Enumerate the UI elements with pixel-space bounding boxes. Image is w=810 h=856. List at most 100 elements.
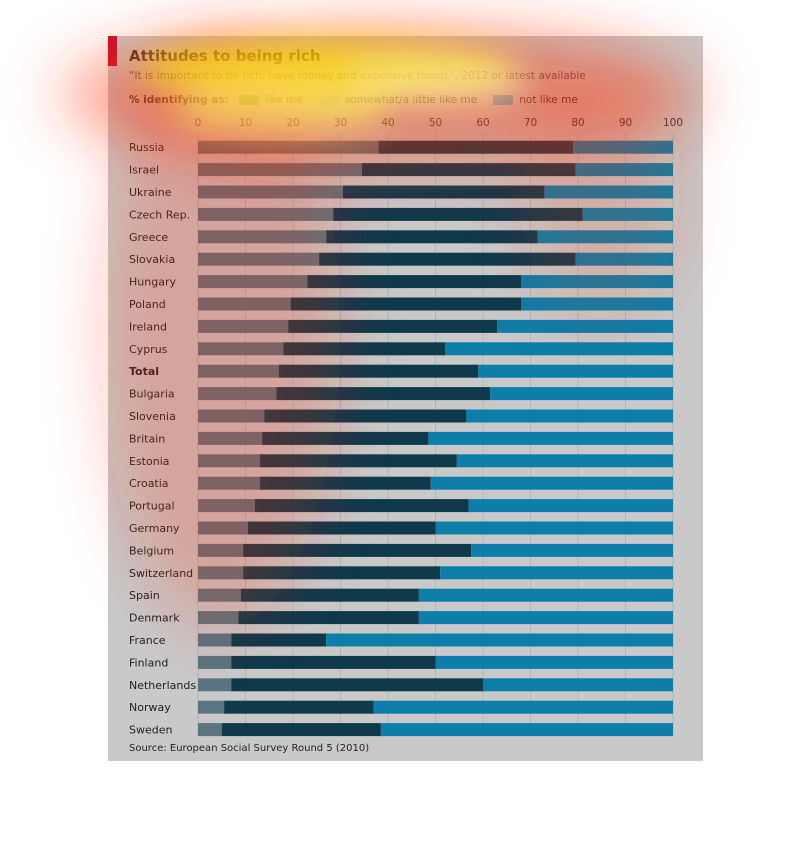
bar-segment-0 [198,185,343,199]
bar-segment-1 [243,566,441,580]
bar-segment-2 [575,163,673,177]
bar-segment-0 [198,566,244,580]
category-label: Hungary [129,276,176,289]
bar-segment-1 [278,364,479,378]
bar-segment-0 [198,140,379,154]
bar-segment-0 [198,163,362,177]
x-tick-label: 30 [334,117,347,129]
bar-segment-0 [198,387,277,401]
bar-segment-1 [283,342,445,356]
x-tick-label: 80 [571,117,584,129]
bar-segment-2 [373,700,673,714]
category-label: Croatia [129,477,169,490]
bar-segment-1 [238,611,419,625]
bar-segment-1 [361,163,576,177]
category-label: Poland [129,298,166,311]
bar-segment-0 [198,275,308,289]
bar-segment-2 [440,566,673,580]
bar-segment-2 [582,207,673,221]
bar-segment-2 [418,588,673,602]
bar-segment-1 [342,185,545,199]
x-tick-label: 10 [239,117,252,129]
bar-segment-0 [198,342,284,356]
x-tick-label: 70 [524,117,537,129]
bar-segment-2 [497,319,673,333]
bar-segment-2 [445,342,673,356]
bar-segment-0 [198,252,320,266]
bar-segment-1 [255,499,469,513]
bar-segment-1 [224,700,374,714]
category-label: Sweden [129,724,172,737]
bar-segment-1 [264,409,467,423]
bar-segment-0 [198,476,260,490]
category-label: Belgium [129,544,174,557]
bar-segment-2 [483,678,673,692]
category-label: Israel [129,164,159,177]
category-label: Germany [129,522,180,535]
bar-segment-0 [198,319,289,333]
bar-segment-1 [247,521,436,535]
bar-segment-0 [198,633,232,647]
bar-segment-2 [380,723,673,737]
x-tick-label: 0 [195,117,202,129]
bar-segment-1 [259,476,431,490]
bar-segment-2 [490,387,673,401]
bar-segment-0 [198,588,241,602]
bar-segment-0 [198,521,248,535]
category-label: Total [129,365,159,378]
bar-segment-0 [198,723,222,737]
bar-segment-0 [198,207,334,221]
bar-segment-1 [319,252,576,266]
x-tick-label: 100 [663,117,683,129]
bar-segment-0 [198,611,239,625]
bar-segment-2 [537,230,673,244]
bar-segment-0 [198,364,279,378]
bar-segment-2 [326,633,673,647]
bar-segment-2 [521,297,673,311]
x-tick-label: 50 [429,117,442,129]
x-tick-label: 20 [286,117,299,129]
bar-segment-1 [333,207,583,221]
bar-segment-2 [575,252,673,266]
bar-segment-2 [466,409,673,423]
x-tick-label: 40 [381,117,394,129]
category-label: Slovakia [129,253,175,266]
category-label: Cyprus [129,343,168,356]
x-tick-label: 90 [619,117,632,129]
bar-segment-2 [428,431,673,445]
bar-segment-2 [430,476,673,490]
bar-segment-2 [418,611,673,625]
bar-segment-2 [521,275,673,289]
source-note: Source: European Social Survey Round 5 (… [129,743,370,754]
bar-segment-1 [231,633,327,647]
bar-segment-2 [456,454,673,468]
bar-segment-1 [221,723,381,737]
bar-segment-1 [231,678,483,692]
bar-segment-2 [544,185,673,199]
category-label: Denmark [129,612,180,625]
bar-segment-1 [290,297,521,311]
bar-segment-1 [262,431,429,445]
bar-segment-1 [259,454,457,468]
bar-segment-0 [198,543,244,557]
bar-segment-1 [326,230,538,244]
bar-segment-1 [307,275,521,289]
bar-segment-0 [198,499,255,513]
category-label: Portugal [129,500,175,513]
bar-segment-0 [198,230,327,244]
category-label: Greece [129,231,168,244]
category-label: Britain [129,432,165,445]
bar-segment-1 [240,588,419,602]
category-label: Bulgaria [129,388,175,401]
bar-segment-1 [231,655,436,669]
category-label: Switzerland [129,567,193,580]
bar-segment-2 [435,521,673,535]
category-label: Norway [129,701,171,714]
bar-segment-2 [435,655,673,669]
bar-segment-0 [198,297,291,311]
x-tick-label: 60 [476,117,489,129]
category-label: Russia [129,141,164,154]
bar-segment-1 [243,543,472,557]
bar-segment-1 [276,387,491,401]
